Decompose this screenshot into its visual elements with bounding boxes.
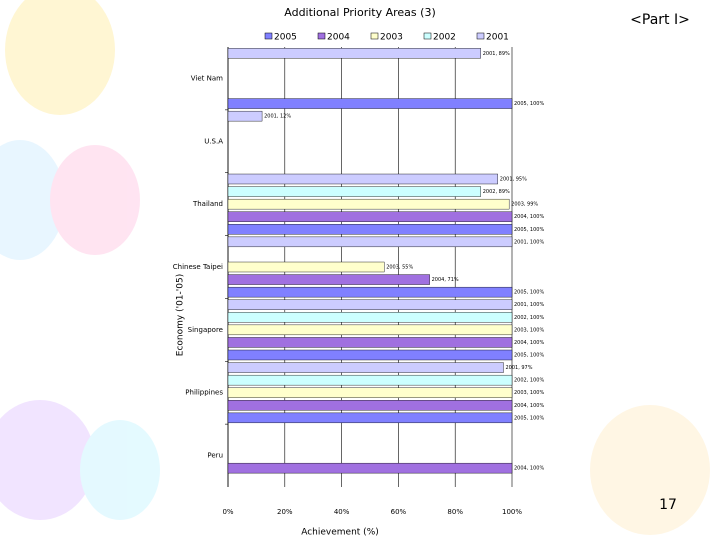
bar <box>227 236 513 248</box>
data-label: 2003, 100% <box>514 327 544 333</box>
bar <box>227 186 481 197</box>
data-label: 2001, 97% <box>505 365 532 371</box>
bar <box>227 274 430 285</box>
y-tick-label: Singapore <box>188 326 223 334</box>
bar <box>227 387 513 398</box>
y-tick-label: U.S.A <box>204 137 223 145</box>
x-tick-label: 100% <box>502 508 522 516</box>
data-label: 2001, 95% <box>500 177 527 183</box>
chart-title: Additional Priority Areas (3) <box>284 6 436 19</box>
bar <box>227 400 513 411</box>
data-label: 2002, 100% <box>514 315 544 321</box>
legend-label: 2005 <box>274 33 297 43</box>
data-label: 2004, 100% <box>514 214 544 220</box>
x-tick-label: 0% <box>222 508 233 516</box>
bar <box>227 224 513 235</box>
legend-swatch <box>423 32 432 40</box>
x-axis-label: Achievement (%) <box>301 528 379 538</box>
legend-label: 2003 <box>380 33 403 43</box>
legend-label: 2001 <box>486 33 509 43</box>
part-label: <Part I> <box>630 12 690 28</box>
x-tick-label: 20% <box>277 508 293 516</box>
legend-swatch <box>317 32 326 40</box>
bar <box>227 312 513 323</box>
bar <box>227 173 498 185</box>
bar <box>227 211 513 222</box>
data-label: 2004, 100% <box>514 466 544 472</box>
bar <box>227 349 513 361</box>
data-label: 2005, 100% <box>514 227 544 233</box>
bar <box>227 462 513 474</box>
data-label: 2004, 71% <box>432 277 459 283</box>
bar <box>227 324 513 336</box>
balloon-decoration <box>0 0 710 535</box>
data-label: 2005, 100% <box>514 353 544 359</box>
legend-swatch <box>370 32 379 40</box>
data-label: 2003, 100% <box>514 390 544 396</box>
bar <box>227 98 513 109</box>
data-label: 2002, 100% <box>514 378 544 384</box>
legend-label: 2004 <box>327 33 350 43</box>
data-label: 2001, 12% <box>264 114 291 120</box>
x-tick-label: 60% <box>391 508 407 516</box>
y-tick-label: Viet Nam <box>191 74 223 82</box>
bar <box>227 110 263 122</box>
bar <box>227 198 510 210</box>
data-label: 2003, 55% <box>386 265 413 271</box>
data-label: 2005, 100% <box>514 290 544 296</box>
bar <box>227 299 513 310</box>
y-axis-label: Economy ('01-'05) <box>176 274 186 356</box>
data-label: 2005, 100% <box>514 101 544 107</box>
page-number: 17 <box>659 497 677 513</box>
x-tick-label: 80% <box>447 508 463 516</box>
data-label: 2001, 100% <box>514 239 544 245</box>
data-label: 2005, 100% <box>514 415 544 421</box>
legend-swatch <box>476 32 485 40</box>
legend-label: 2002 <box>433 33 456 43</box>
x-tick-label: 40% <box>334 508 350 516</box>
bar <box>227 362 504 373</box>
data-label: 2004, 100% <box>514 403 544 409</box>
y-tick-label: Peru <box>207 452 223 460</box>
bar <box>227 261 385 273</box>
data-label: 2004, 100% <box>514 340 544 346</box>
y-tick-label: Philippines <box>185 389 223 397</box>
data-label: 2001, 89% <box>483 51 510 57</box>
data-label: 2003, 99% <box>511 202 538 208</box>
data-label: 2002, 89% <box>483 189 510 195</box>
bar <box>227 337 513 348</box>
y-tick-label: Thailand <box>192 200 223 208</box>
data-label: 2001, 100% <box>514 302 544 308</box>
bar <box>227 48 481 59</box>
bar <box>227 412 513 424</box>
bar <box>227 374 513 386</box>
bar <box>227 286 513 298</box>
y-tick-label: Chinese Taipei <box>173 263 223 271</box>
legend-swatch <box>264 32 273 40</box>
